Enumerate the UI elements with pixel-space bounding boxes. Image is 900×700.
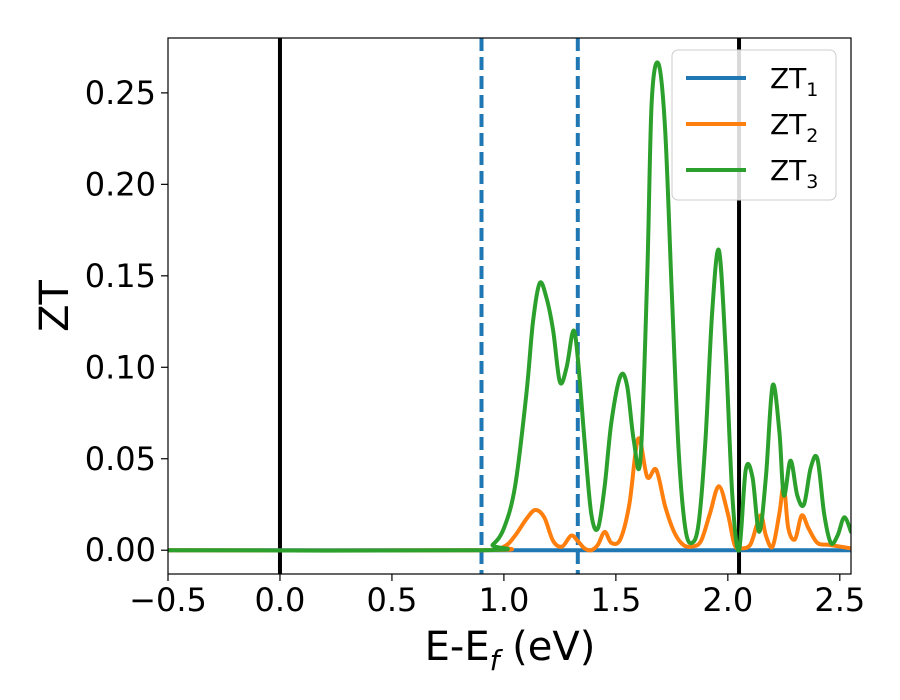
x-tick-label: 1.0 <box>478 581 529 619</box>
legend-label-zt3: ZT3 <box>770 154 818 193</box>
legend-label-zt2: ZT2 <box>770 108 818 147</box>
y-tick-label: 0.05 <box>85 440 156 478</box>
x-tick-label: 1.5 <box>590 581 641 619</box>
x-axis-title-main: E-E <box>425 624 490 670</box>
x-axis-title: E-Ef (eV) <box>425 624 596 677</box>
x-axis-title-suffix: (eV) <box>499 624 595 670</box>
legend-label-zt1: ZT1 <box>770 62 818 101</box>
x-tick-label: 2.5 <box>814 581 865 619</box>
series-line-zt2 <box>168 436 851 553</box>
legend: ZT1 ZT2 ZT3 <box>671 49 837 201</box>
x-tick-label: −0.5 <box>129 581 207 619</box>
series-lines <box>168 60 851 553</box>
x-tick-label: 2.0 <box>702 581 753 619</box>
legend-items: ZT1 ZT2 ZT3 <box>686 62 818 193</box>
series-line-zt3 <box>168 60 851 553</box>
vertical-lines <box>277 38 742 574</box>
y-tick-label: 0.00 <box>85 531 156 569</box>
x-tick-label: 0.0 <box>255 581 306 619</box>
y-tick-label: 0.15 <box>85 257 156 295</box>
y-tick-label: 0.20 <box>85 165 156 203</box>
y-axis-title: ZT <box>32 280 78 332</box>
x-tick-label: 0.5 <box>366 581 417 619</box>
x-axis-ticks: −0.5 0.0 0.5 1.0 1.5 2.0 2.5 <box>129 574 865 619</box>
y-tick-label: 0.25 <box>85 74 156 112</box>
plot-frame <box>167 37 852 575</box>
y-tick-label: 0.10 <box>85 348 156 386</box>
y-axis-ticks: 0.00 0.05 0.10 0.15 0.20 0.25 <box>85 74 168 569</box>
legend-frame <box>671 49 837 201</box>
